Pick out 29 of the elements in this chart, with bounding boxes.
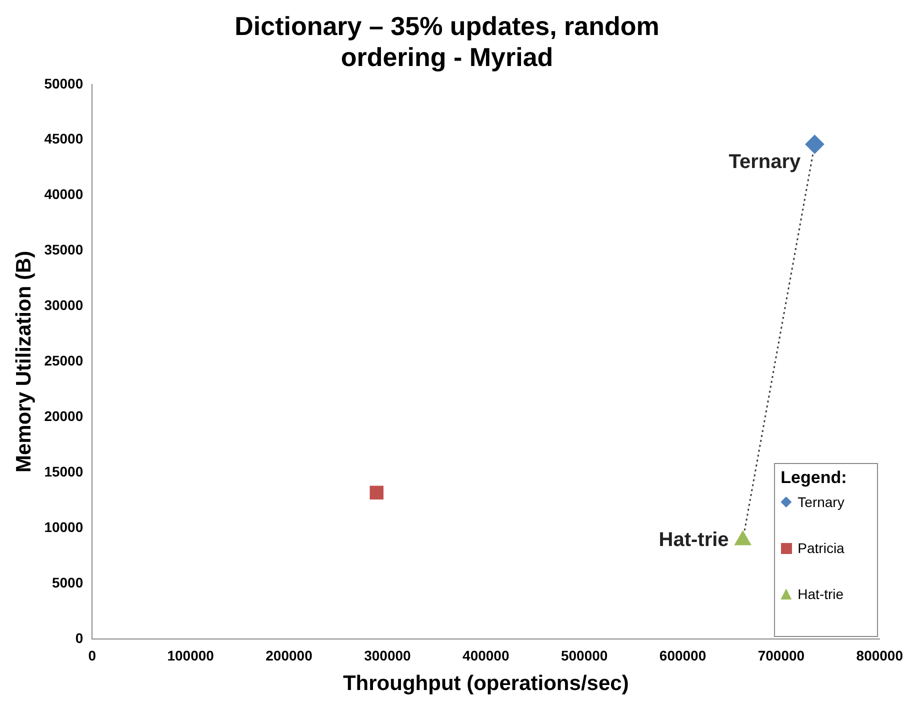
legend-label: Ternary bbox=[798, 494, 844, 510]
legend-title: Legend: bbox=[780, 468, 848, 488]
annotation: Hat-trie bbox=[658, 528, 729, 551]
y-tick-label: 30000 bbox=[44, 297, 84, 314]
x-axis-title: Throughput (operations/sec) bbox=[342, 672, 629, 696]
x-tick-label: 400000 bbox=[462, 647, 510, 664]
y-tick-label: 10000 bbox=[44, 518, 84, 535]
y-tick-label: 0 bbox=[75, 630, 84, 646]
annotation: Ternary bbox=[728, 150, 802, 173]
chart-title: Dictionary – 35% updates, random ordering - Myriad bbox=[234, 10, 660, 72]
y-tick-label: 40000 bbox=[44, 186, 84, 202]
y-tick-label: 45000 bbox=[44, 130, 84, 147]
y-tick-label: 5000 bbox=[52, 574, 84, 590]
y-tick-label: 50000 bbox=[44, 75, 84, 92]
legend-label: Patricia bbox=[798, 540, 844, 556]
y-axis-title: Memory Utilization (B) bbox=[12, 250, 36, 473]
x-tick-label: 800000 bbox=[856, 647, 904, 664]
y-tick-label: 25000 bbox=[44, 352, 84, 369]
x-tick-label: 0 bbox=[88, 647, 96, 664]
x-tick-label: 700000 bbox=[758, 647, 805, 664]
x-tick-label: 500000 bbox=[560, 647, 608, 664]
x-tick-label: 200000 bbox=[266, 647, 313, 664]
y-tick-label: 20000 bbox=[44, 408, 84, 424]
y-tick-label: 35000 bbox=[44, 242, 84, 258]
x-tick-label: 600000 bbox=[659, 647, 706, 664]
legend-label: Hat-trie bbox=[798, 586, 844, 602]
x-tick-label: 100000 bbox=[167, 647, 214, 664]
y-tick-label: 15000 bbox=[44, 463, 84, 480]
x-tick-label: 300000 bbox=[364, 647, 412, 664]
